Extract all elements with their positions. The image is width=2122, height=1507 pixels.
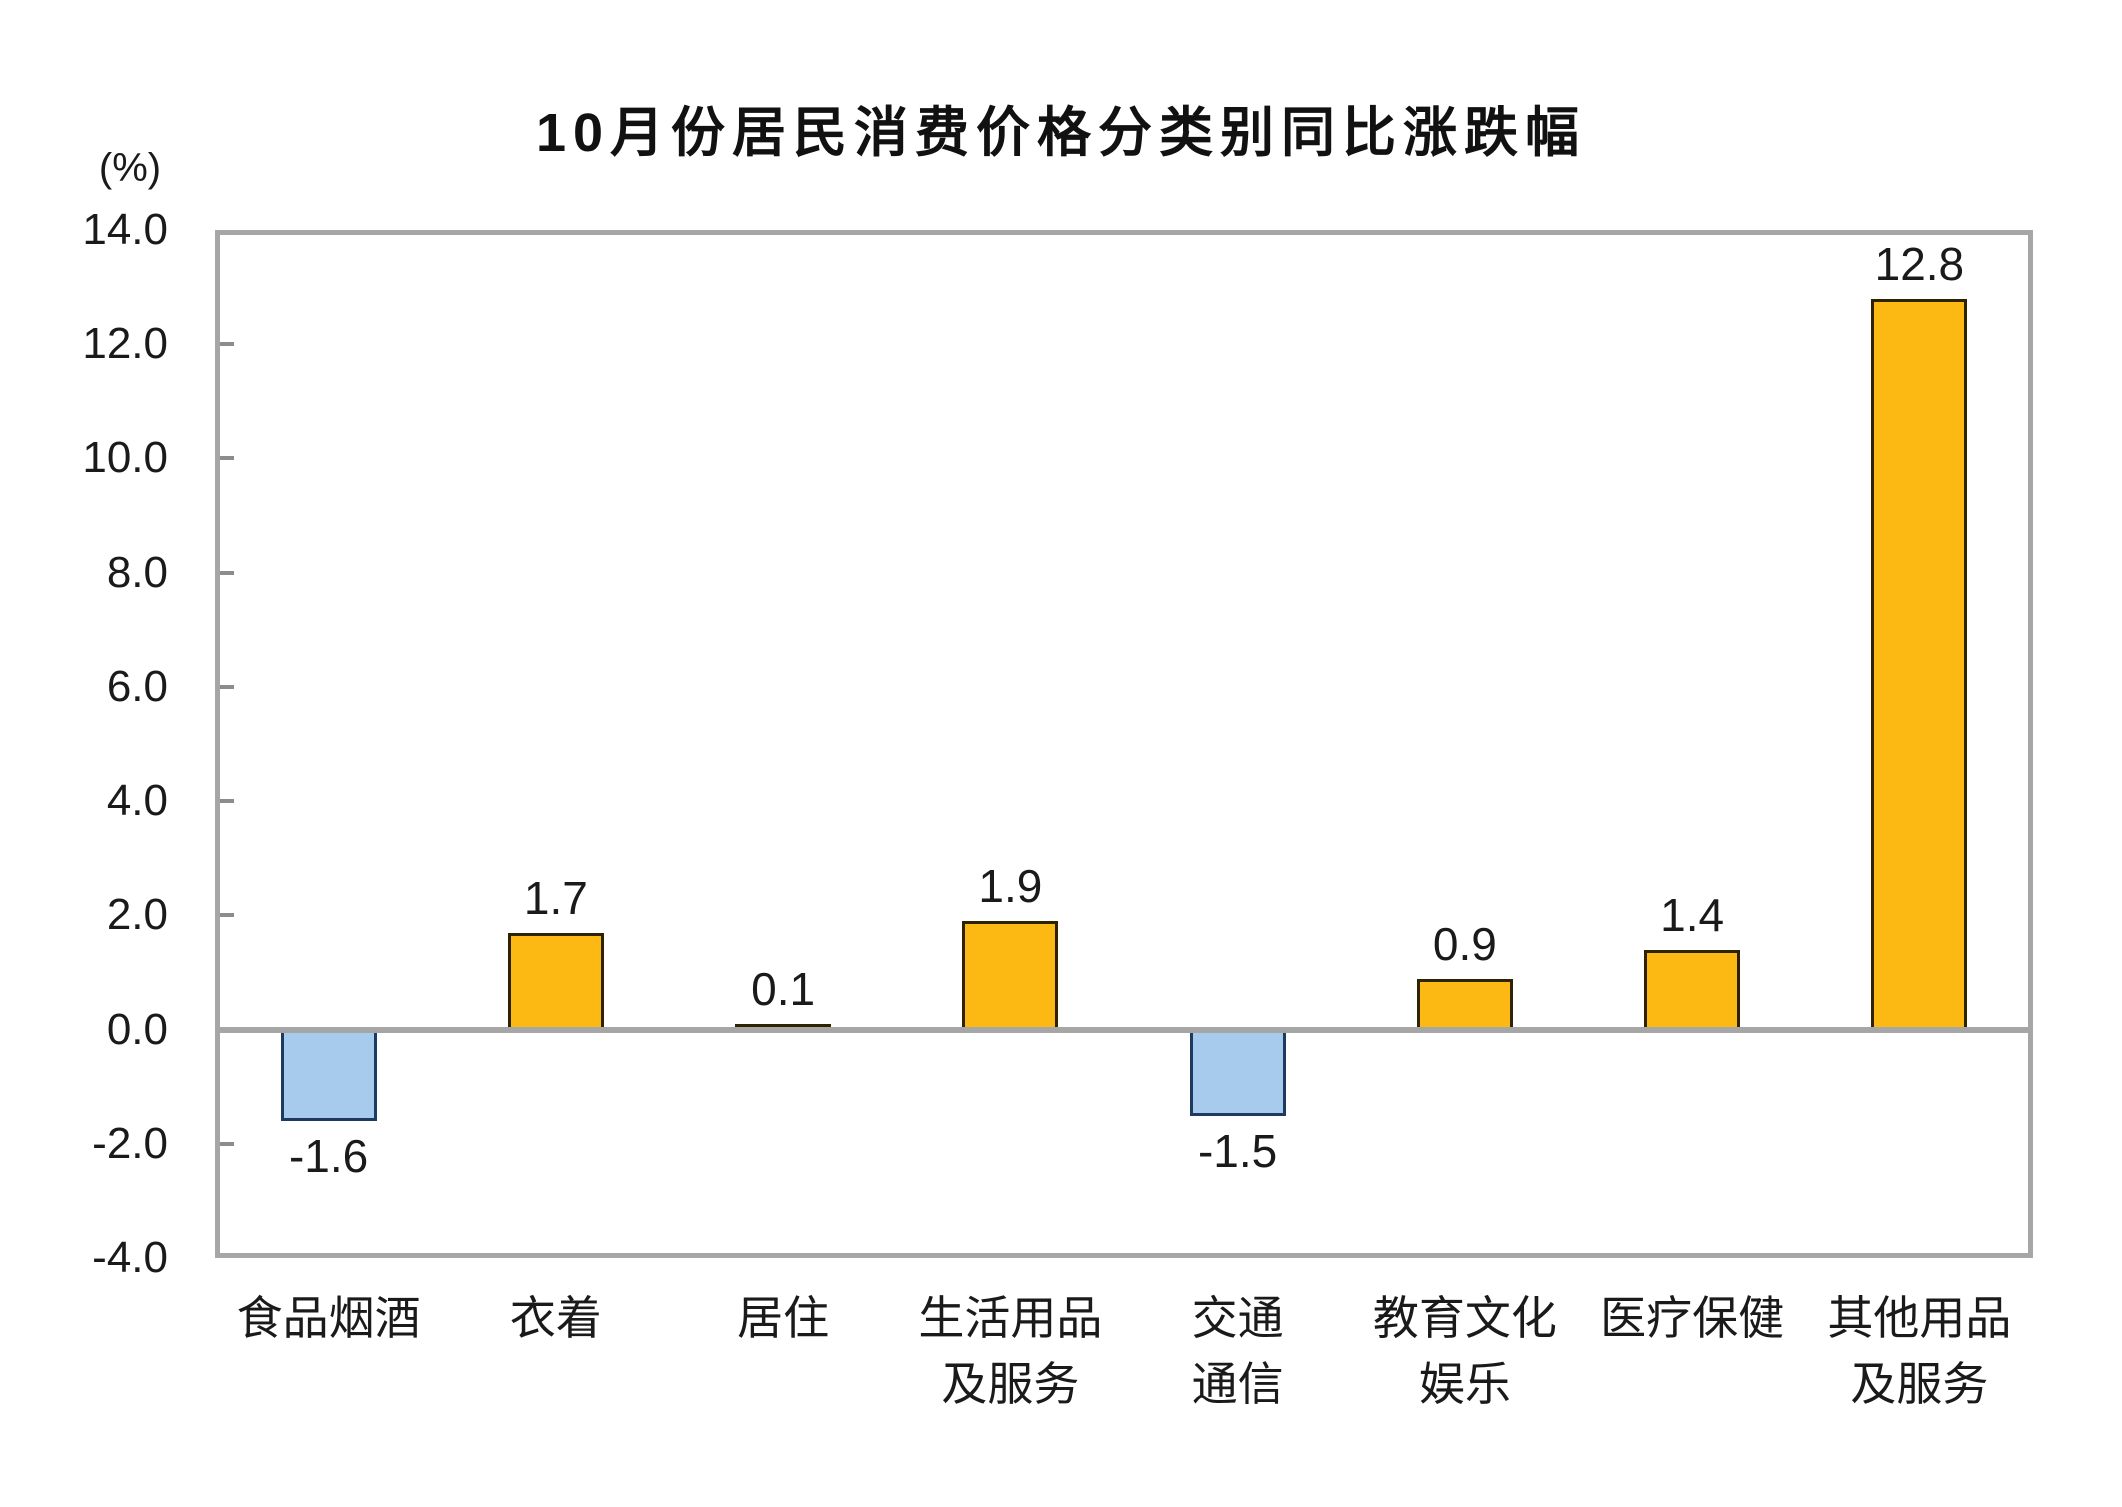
x-axis-category-label: 居住: [623, 1285, 943, 1351]
bar-value-label: 1.7: [523, 871, 588, 924]
x-axis-category-label-line: 生活用品: [918, 1292, 1103, 1344]
chart-bar: [1416, 978, 1513, 1030]
y-axis-tick-label: 2.0: [106, 890, 168, 940]
y-axis-tick-label: 0.0: [106, 1004, 168, 1054]
chart-bar: [507, 932, 604, 1030]
x-axis-category-label: 医疗保健: [1532, 1285, 1852, 1351]
x-axis-category-label: 交通 通信: [1078, 1285, 1398, 1417]
bar-value-label: 1.4: [1660, 888, 1725, 941]
x-axis-category-label-line: 食品烟酒: [236, 1292, 421, 1344]
x-axis-category-label: 教育文化 娱乐: [1305, 1285, 1625, 1417]
chart-bar: [1644, 949, 1741, 1030]
x-axis-category-label-line: 医疗保健: [1600, 1292, 1785, 1344]
chart-bar: [1871, 298, 1968, 1030]
x-axis-category-label: 生活用品 及服务: [850, 1285, 1170, 1417]
zero-baseline: [215, 1026, 2033, 1033]
y-axis-tick-label: 8.0: [106, 547, 168, 597]
x-axis-category-label-line: 及服务: [1850, 1358, 1989, 1410]
x-axis-category-label-line: 其他用品: [1827, 1292, 2012, 1344]
y-axis-tick-mark: [220, 1141, 234, 1146]
chart-bar: [1189, 1029, 1286, 1116]
y-axis-tick-mark: [220, 342, 234, 347]
y-axis-tick-label: -4.0: [92, 1233, 168, 1282]
x-axis-category-label-line: 衣着: [509, 1292, 602, 1344]
bar-value-label: 1.9: [978, 859, 1043, 912]
y-axis-unit-label: (%): [98, 146, 162, 190]
y-axis-tick-label: 4.0: [106, 776, 168, 826]
x-axis-category-label-line: 及服务: [941, 1358, 1080, 1410]
plot-area: [215, 230, 2033, 1258]
y-axis-tick-mark: [220, 684, 234, 689]
bar-value-label: -1.5: [1197, 1124, 1278, 1177]
y-axis-tick-mark: [220, 570, 234, 575]
x-axis-category-label-line: 居住: [737, 1292, 830, 1344]
chart-bar: [962, 920, 1059, 1030]
x-axis-category-label: 衣着: [396, 1285, 716, 1351]
x-axis-category-label-line: 娱乐: [1418, 1358, 1511, 1410]
chart-title: 10月份居民消费价格分类别同比涨跌幅: [535, 103, 1587, 163]
x-axis-category-label: 食品烟酒: [169, 1285, 489, 1351]
y-axis-tick-label: 6.0: [106, 661, 168, 711]
y-axis-tick-mark: [220, 799, 234, 804]
x-axis-category-label-line: 交通: [1191, 1292, 1284, 1344]
x-axis-category-label: 其他用品 及服务: [1759, 1285, 2079, 1417]
bar-value-label: -1.6: [288, 1129, 369, 1182]
y-axis-tick-label: 10.0: [82, 433, 168, 483]
bar-value-label: 0.9: [1432, 917, 1497, 970]
y-axis-tick-mark: [220, 456, 234, 461]
y-axis-tick-mark: [220, 913, 234, 918]
y-axis-tick-label: 14.0: [82, 205, 168, 254]
y-axis-tick-label: 12.0: [82, 319, 168, 369]
x-axis-category-label-line: 教育文化: [1372, 1292, 1557, 1344]
bar-value-label: 12.8: [1874, 237, 1965, 290]
bar-value-label: 0.1: [751, 962, 816, 1015]
x-axis-category-label-line: 通信: [1191, 1358, 1284, 1410]
y-axis-tick-label: -2.0: [92, 1118, 168, 1168]
